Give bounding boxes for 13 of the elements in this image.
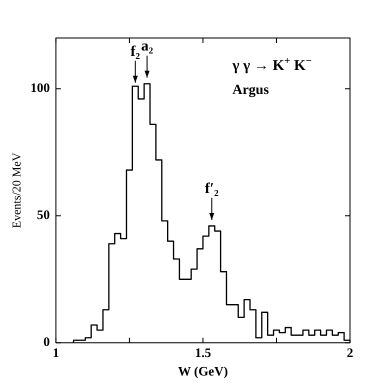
x-tick-label: 1 bbox=[52, 344, 60, 360]
annotation: γ γ → K+ K− bbox=[231, 56, 312, 74]
annotation: f₂ bbox=[130, 44, 141, 60]
annotation: f′₂ bbox=[204, 180, 220, 197]
y-tick-label: 100 bbox=[30, 80, 50, 96]
y-tick-label: 0 bbox=[43, 334, 50, 350]
annotation: Argus bbox=[232, 83, 270, 98]
x-axis-title: W (GeV) bbox=[178, 364, 228, 379]
y-tick-label: 50 bbox=[36, 207, 50, 222]
y-axis-title: Events/20 MeV bbox=[9, 152, 24, 228]
x-tick-label: 1.5 bbox=[194, 344, 212, 360]
annotation: a₂ bbox=[141, 38, 154, 55]
x-tick-label: 2 bbox=[346, 344, 354, 360]
